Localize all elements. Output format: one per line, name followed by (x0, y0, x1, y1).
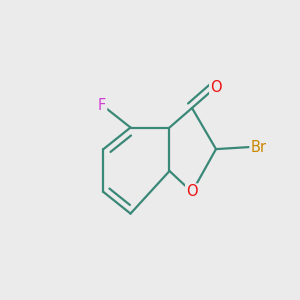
Text: O: O (210, 80, 222, 94)
Text: F: F (98, 98, 106, 112)
Text: Br: Br (250, 140, 266, 154)
Text: O: O (186, 184, 198, 200)
